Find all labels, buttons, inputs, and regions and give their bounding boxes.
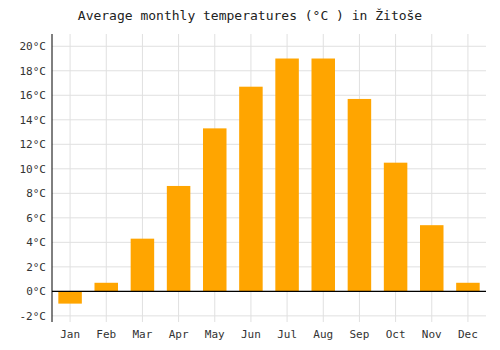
bar [58,291,82,303]
y-tick-label: 2°C [26,261,46,274]
grid-line-y [52,217,486,218]
x-tick-label: Oct [386,328,406,341]
grid-line-x [70,34,71,322]
bars [58,59,479,304]
x-tick-label: Mar [132,328,152,341]
x-tick-label: Feb [96,328,116,341]
x-tick-label: Nov [422,328,442,341]
bar [384,163,408,292]
bar [94,283,118,292]
grid-line-y [52,315,486,316]
x-tick-label: Apr [169,328,189,341]
bar [203,128,227,291]
x-tick-label: May [205,328,225,341]
y-tick-label: 18°C [20,65,47,78]
y-tick-label: 12°C [20,138,47,151]
y-tick-label: -2°C [20,310,47,323]
y-axis-line [52,34,53,322]
grid-line-y [52,46,486,47]
y-axis: -2°C 0°C 2°C 4°C 6°C 8°C 10°C 12°C 14°C 16°C 18°C 2… [20,40,47,323]
grid-line-y [52,119,486,120]
y-tick-label: 14°C [20,114,47,127]
x-axis: Jan Feb Mar Apr May Jun Jul Aug Sep Oct Nov Dec [60,328,478,341]
grid-line-x [106,34,107,322]
bar [275,59,299,292]
y-tick-label: 10°C [20,163,47,176]
x-tick-label: Jun [241,328,261,341]
x-tick-label: Dec [458,328,478,341]
grid-line-y [52,193,486,194]
y-tick-label: 20°C [20,40,47,53]
x-tick-label: Sep [349,328,369,341]
bar [239,87,263,292]
grid-line-y [52,144,486,145]
x-tick-label: Jan [60,328,80,341]
y-tick-label: 6°C [26,212,46,225]
y-tick-label: 4°C [26,236,46,249]
grid-line-x [467,34,468,322]
title: Average monthly temperatures (°C ) in Ži… [78,8,423,23]
y-tick-label: 0°C [26,285,46,298]
bar [167,186,191,291]
bar [348,99,372,291]
y-tick-label: 16°C [20,89,47,102]
grid-line-y [52,95,486,96]
grid [52,34,486,322]
x-tick-label: Aug [313,328,333,341]
x-tick-label: Jul [277,328,297,341]
grid-line-y [52,70,486,71]
bar [420,225,444,291]
y-tick-label: 8°C [26,187,46,200]
chart-svg: Average monthly temperatures (°C ) in Ži… [0,0,500,350]
bar [131,239,155,292]
grid-line-y [52,168,486,169]
baseline [52,291,486,292]
bar [311,59,335,292]
chart-container: Average monthly temperatures (°C ) in Ži… [0,0,500,350]
bar [456,283,480,292]
grid-line-y [52,291,486,292]
